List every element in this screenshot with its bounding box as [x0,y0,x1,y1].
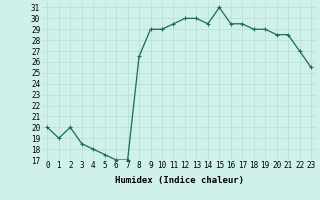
X-axis label: Humidex (Indice chaleur): Humidex (Indice chaleur) [115,176,244,185]
